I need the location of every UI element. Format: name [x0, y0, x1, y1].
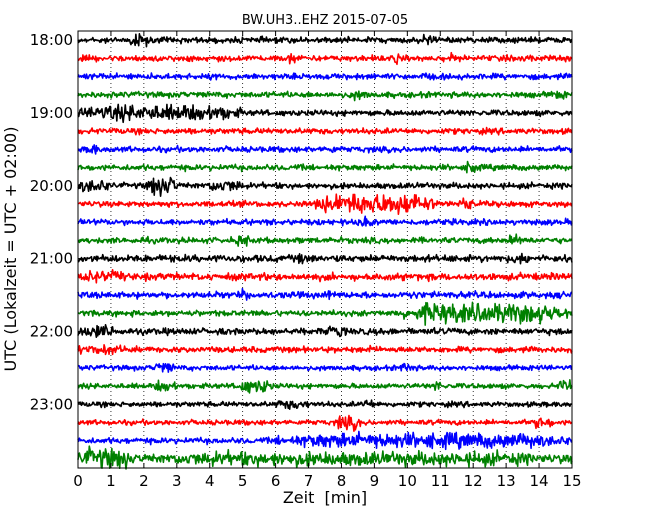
x-tick-label: 14 — [530, 472, 549, 490]
x-tick-label: 9 — [370, 472, 380, 490]
trace-line — [77, 362, 573, 373]
x-tick-label: 1 — [106, 472, 116, 490]
trace-line — [77, 90, 573, 102]
x-tick-label: 6 — [271, 472, 281, 490]
grid-lines — [110, 31, 540, 468]
x-tick-label: 12 — [464, 472, 483, 490]
trace-line — [77, 323, 573, 339]
trace-line — [77, 103, 573, 124]
trace-line — [77, 160, 573, 174]
trace-line — [77, 215, 573, 227]
trace-line — [77, 193, 573, 216]
x-axis-label: Zeit [min] — [283, 488, 367, 507]
plot-frame — [77, 30, 573, 469]
x-tick-label: 7 — [304, 472, 314, 490]
y-tick-label: 23:00 — [30, 395, 73, 413]
x-tick-label: 0 — [73, 472, 83, 490]
x-tick-label: 2 — [139, 472, 149, 490]
x-tick-label: 11 — [431, 472, 450, 490]
x-tick-label: 4 — [205, 472, 215, 490]
trace-line — [77, 379, 573, 394]
trace-line — [77, 287, 573, 301]
chart-title: BW.UH3..EHZ 2015-07-05 — [242, 13, 408, 28]
trace-line — [77, 445, 573, 470]
trace-line — [77, 301, 573, 326]
trace-line — [77, 252, 573, 265]
trace-line — [77, 269, 573, 284]
x-axis-ticks: 0 1 2 3 4 5 6 7 8 9 10 11 12 13 14 15 — [73, 31, 582, 490]
y-tick-label: 21:00 — [30, 250, 73, 268]
trace-line — [77, 176, 573, 198]
trace-line — [77, 144, 573, 155]
y-axis-ticks: 18:00 19:00 20:00 21:00 22:00 23:00 — [30, 31, 572, 413]
trace-line — [77, 344, 573, 356]
trace-line — [77, 233, 573, 247]
x-tick-label: 10 — [398, 472, 417, 490]
trace-line — [77, 414, 573, 432]
y-tick-label: 18:00 — [30, 31, 73, 49]
trace-line — [77, 126, 573, 136]
trace-line — [77, 399, 573, 410]
y-tick-label: 19:00 — [30, 104, 73, 122]
trace-line — [77, 51, 573, 66]
x-tick-label: 3 — [172, 472, 182, 490]
y-axis-label: UTC (Lokalzeit = UTC + 02:00) — [1, 127, 20, 372]
x-tick-label: 5 — [238, 472, 248, 490]
x-tick-label: 15 — [562, 472, 581, 490]
y-tick-label: 22:00 — [30, 322, 73, 340]
trace-line — [77, 430, 573, 451]
x-tick-label: 8 — [337, 472, 347, 490]
trace-group — [77, 33, 573, 470]
y-tick-label: 20:00 — [30, 177, 73, 195]
x-tick-label: 13 — [497, 472, 516, 490]
trace-line — [77, 72, 573, 81]
trace-line — [77, 33, 573, 48]
